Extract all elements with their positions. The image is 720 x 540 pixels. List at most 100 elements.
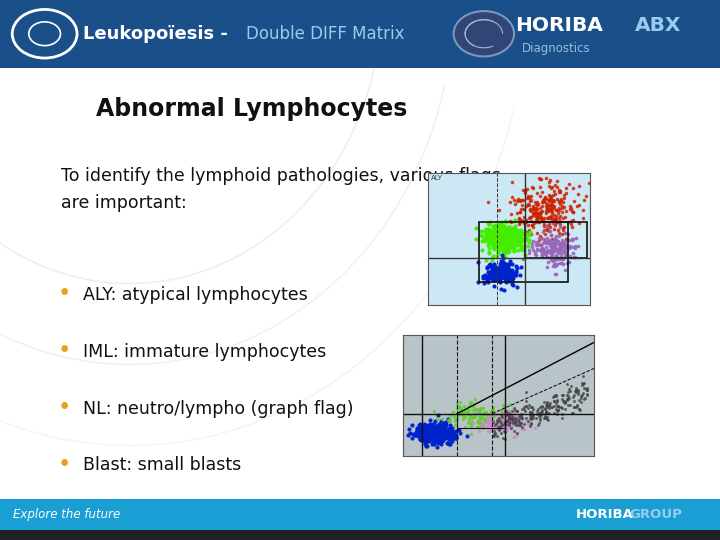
Point <box>554 228 565 237</box>
Point <box>427 426 438 435</box>
Point <box>462 407 473 416</box>
Point <box>432 439 444 448</box>
Point <box>528 209 539 218</box>
Point <box>486 265 498 273</box>
Point <box>536 213 547 222</box>
Point <box>501 421 513 430</box>
Point <box>559 228 570 237</box>
Point <box>428 430 440 439</box>
Point <box>554 223 565 232</box>
Point <box>436 428 448 437</box>
Point <box>492 239 503 248</box>
Point <box>541 214 552 222</box>
Point <box>426 432 437 441</box>
Point <box>557 226 569 234</box>
Point <box>502 416 513 425</box>
Point <box>537 195 549 204</box>
Point <box>541 401 552 410</box>
Point <box>492 264 504 272</box>
Point <box>432 410 444 419</box>
Point <box>498 221 510 230</box>
Circle shape <box>454 11 514 57</box>
Point <box>428 423 440 432</box>
Point <box>508 408 520 417</box>
Point <box>423 425 435 434</box>
Point <box>496 271 508 279</box>
Point <box>485 416 497 424</box>
Point <box>552 402 564 410</box>
Point <box>539 219 550 228</box>
Point <box>421 435 433 444</box>
Point <box>500 274 511 283</box>
Point <box>505 230 516 239</box>
Point <box>505 231 516 240</box>
Point <box>534 231 545 240</box>
Point <box>550 251 562 259</box>
Point <box>487 407 499 415</box>
Point <box>489 270 500 279</box>
Point <box>504 235 516 244</box>
Point <box>468 400 480 408</box>
Point <box>540 406 552 415</box>
Point <box>490 266 502 275</box>
Point <box>500 217 511 225</box>
Point <box>565 220 577 229</box>
Point <box>531 217 543 226</box>
Point <box>495 272 507 281</box>
Point <box>534 241 546 249</box>
Point <box>573 200 585 209</box>
Point <box>427 430 438 439</box>
Point <box>559 212 570 221</box>
Point <box>510 262 522 271</box>
Point <box>518 217 529 225</box>
Point <box>466 413 477 421</box>
Point <box>498 242 509 251</box>
Point <box>544 241 556 249</box>
Point <box>505 235 516 244</box>
Point <box>567 249 579 258</box>
Point <box>551 239 562 248</box>
Point <box>568 253 580 262</box>
Point <box>503 420 514 429</box>
Point <box>427 434 438 443</box>
Point <box>531 410 543 418</box>
Point <box>414 422 426 431</box>
Point <box>509 216 521 225</box>
Point <box>512 195 523 204</box>
Point <box>534 402 545 411</box>
Point <box>559 251 570 260</box>
Point <box>464 412 475 421</box>
Point <box>501 410 513 419</box>
Point <box>534 236 545 245</box>
Point <box>541 409 553 417</box>
Point <box>545 193 557 201</box>
Point <box>541 204 553 212</box>
Point <box>487 233 499 241</box>
Point <box>488 232 500 241</box>
Point <box>556 240 567 249</box>
Point <box>506 415 518 424</box>
Point <box>502 232 513 241</box>
Point <box>499 235 510 244</box>
Point <box>410 429 422 437</box>
Point <box>419 430 431 438</box>
Point <box>415 420 426 428</box>
Point <box>482 274 494 282</box>
Point <box>488 264 500 272</box>
Point <box>490 237 502 246</box>
Point <box>527 205 539 213</box>
Point <box>451 404 463 413</box>
Point <box>418 430 430 439</box>
Point <box>491 239 503 248</box>
Point <box>440 427 451 436</box>
Point <box>550 236 562 245</box>
Point <box>503 420 515 429</box>
Point <box>488 273 500 282</box>
Point <box>514 233 526 242</box>
Point <box>559 397 571 406</box>
Point <box>429 431 441 440</box>
Point <box>526 242 538 251</box>
Point <box>428 427 439 436</box>
Point <box>430 437 441 445</box>
Point <box>549 235 561 244</box>
